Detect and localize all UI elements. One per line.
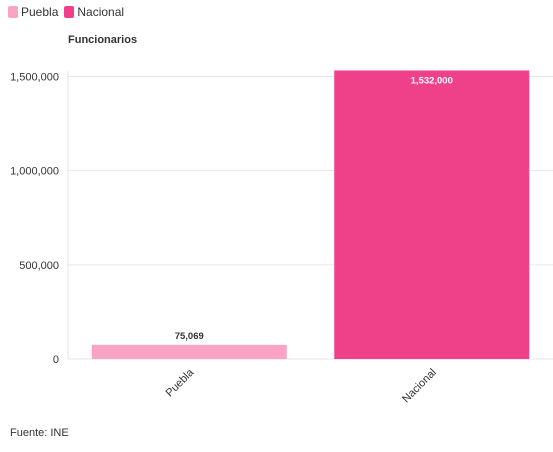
y-tick-label: 500,000 [19, 260, 59, 272]
x-tick-label: Puebla [164, 366, 197, 399]
legend-swatch-puebla [8, 6, 18, 18]
legend-label-puebla: Puebla [21, 5, 59, 19]
bar-nacional [334, 70, 530, 360]
bar-chart: 0 500,000 1,000,000 1,500,000 75,069 Puebla 1,… [10, 70, 553, 406]
y-tick-label: 1,500,000 [10, 72, 59, 84]
x-tick-label: Nacional [400, 367, 439, 406]
data-label: 75,069 [175, 331, 204, 342]
y-tick-label: 0 [53, 354, 59, 366]
legend-item-nacional[interactable]: Nacional [64, 5, 124, 19]
y-tick-label: 1,000,000 [10, 166, 59, 178]
y-axis-title: Funcionarios [68, 34, 138, 46]
legend: Puebla Nacional [8, 5, 124, 19]
legend-label-nacional: Nacional [77, 5, 125, 19]
source-note: Fuente: INE [10, 427, 69, 439]
legend-swatch-nacional [64, 6, 75, 18]
bar-puebla [91, 344, 287, 359]
data-label: 1,532,000 [411, 75, 453, 86]
legend-item-puebla[interactable]: Puebla [8, 5, 58, 19]
